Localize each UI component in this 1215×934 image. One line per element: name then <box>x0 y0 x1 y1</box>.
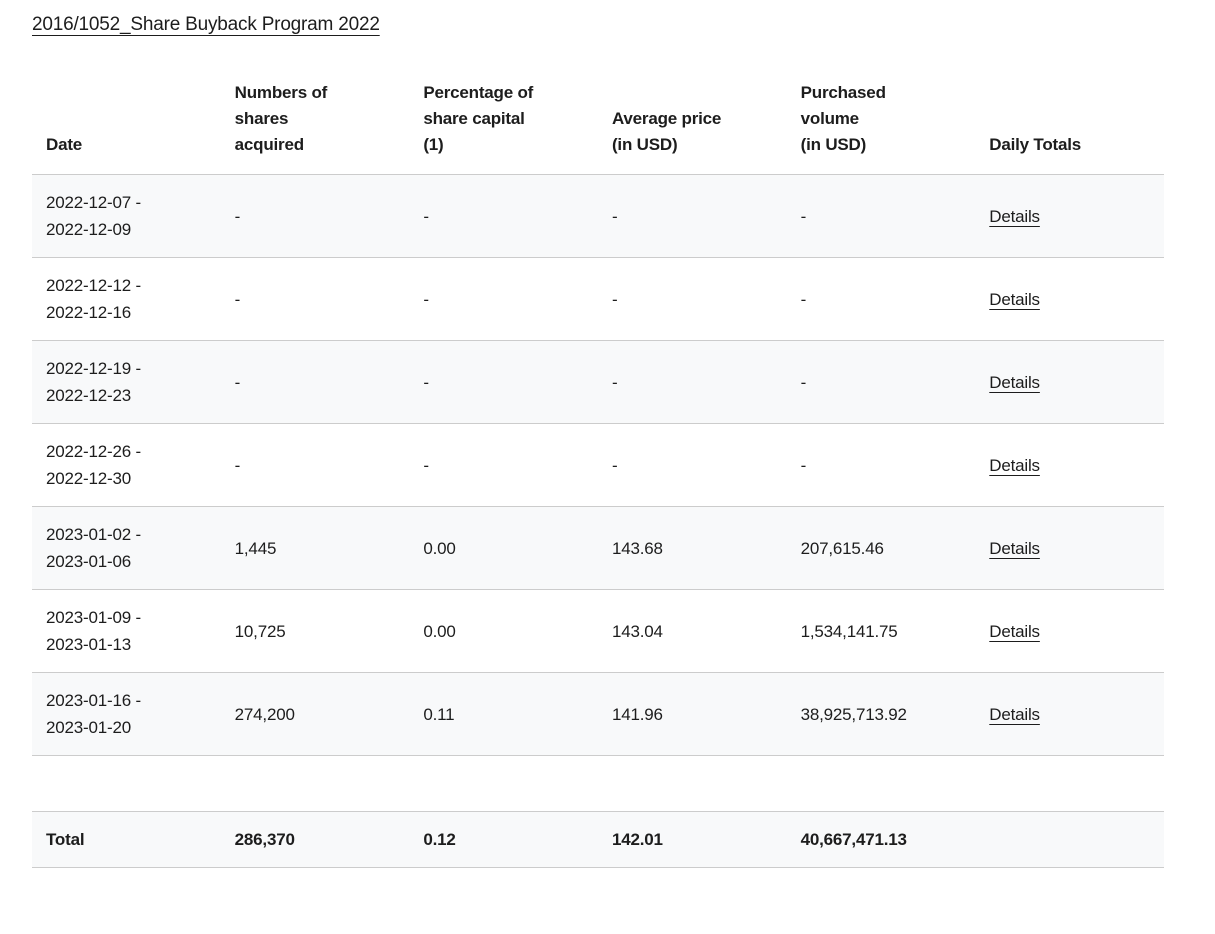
table-gap <box>32 755 1164 812</box>
header-row: Date Numbers of shares acquired Percenta… <box>32 80 1164 175</box>
table-row: 2023-01-16 - 2023-01-20 274,200 0.11 141… <box>32 672 1164 756</box>
avg-price-value: - <box>597 257 787 341</box>
shares-value: - <box>220 257 410 341</box>
total-daily-totals-cell <box>975 811 1164 868</box>
column-header-percentage: Percentage of share capital (1) <box>423 83 534 154</box>
date-range: 2022-12-26 - 2022-12-30 <box>32 423 221 507</box>
table-row: 2023-01-02 - 2023-01-06 1,445 0.00 143.6… <box>32 506 1164 590</box>
date-range: 2023-01-02 - 2023-01-06 <box>32 506 221 590</box>
daily-totals-cell: Details <box>975 506 1164 590</box>
date-range: 2022-12-19 - 2022-12-23 <box>32 340 221 424</box>
percentage-value: - <box>409 174 598 258</box>
avg-price-value: 141.96 <box>597 672 787 756</box>
daily-totals-cell: Details <box>975 174 1164 258</box>
total-label: Total <box>32 811 221 868</box>
daily-totals-cell: Details <box>975 423 1164 507</box>
avg-price-value: - <box>597 174 787 258</box>
buyback-table: Date Numbers of shares acquired Percenta… <box>32 80 1164 868</box>
daily-totals-cell: Details <box>975 257 1164 341</box>
avg-price-value: - <box>597 423 787 507</box>
details-link[interactable]: Details <box>989 372 1040 392</box>
volume-value: - <box>786 257 976 341</box>
percentage-value: - <box>409 257 598 341</box>
column-header-shares: Numbers of shares acquired <box>234 83 328 154</box>
volume-value: 207,615.46 <box>786 506 976 590</box>
shares-value: - <box>220 174 410 258</box>
date-range: 2023-01-09 - 2023-01-13 <box>32 589 221 673</box>
date-range: 2022-12-07 - 2022-12-09 <box>32 174 221 258</box>
table-row: 2022-12-26 - 2022-12-30 - - - - Details <box>32 423 1164 507</box>
avg-price-value: 143.04 <box>597 589 787 673</box>
table-row: 2022-12-12 - 2022-12-16 - - - - Details <box>32 257 1164 341</box>
volume-value: - <box>786 423 976 507</box>
details-link[interactable]: Details <box>989 455 1040 475</box>
details-link[interactable]: Details <box>989 206 1040 226</box>
table-header: Date Numbers of shares acquired Percenta… <box>32 80 1164 175</box>
percentage-value: 0.00 <box>409 506 598 590</box>
total-row: Total 286,370 0.12 142.01 40,667,471.13 <box>32 811 1164 868</box>
details-link[interactable]: Details <box>989 289 1040 309</box>
total-percentage-value: 0.12 <box>409 811 598 868</box>
details-link[interactable]: Details <box>989 621 1040 641</box>
percentage-value: 0.11 <box>409 672 598 756</box>
percentage-value: 0.00 <box>409 589 598 673</box>
daily-totals-cell: Details <box>975 589 1164 673</box>
total-avg-price-value: 142.01 <box>597 811 787 868</box>
percentage-value: - <box>409 340 598 424</box>
shares-value: 274,200 <box>220 672 410 756</box>
details-link[interactable]: Details <box>989 704 1040 724</box>
total-volume-value: 40,667,471.13 <box>786 811 976 868</box>
shares-value: 1,445 <box>220 506 410 590</box>
volume-value: 1,534,141.75 <box>786 589 976 673</box>
date-range: 2022-12-12 - 2022-12-16 <box>32 257 221 341</box>
daily-totals-cell: Details <box>975 340 1164 424</box>
column-header-volume: Purchased volume (in USD) <box>800 83 886 154</box>
volume-value: 38,925,713.92 <box>786 672 976 756</box>
avg-price-value: 143.68 <box>597 506 787 590</box>
table-row: 2023-01-09 - 2023-01-13 10,725 0.00 143.… <box>32 589 1164 673</box>
volume-value: - <box>786 174 976 258</box>
report-title-link[interactable]: 2016/1052_Share Buyback Program 2022 <box>32 14 380 35</box>
shares-value: - <box>220 340 410 424</box>
avg-price-value: - <box>597 340 787 424</box>
column-header-date: Date <box>46 135 83 154</box>
shares-value: 10,725 <box>220 589 410 673</box>
table-row: 2022-12-19 - 2022-12-23 - - - - Details <box>32 340 1164 424</box>
total-shares-value: 286,370 <box>220 811 410 868</box>
percentage-value: - <box>409 423 598 507</box>
shares-value: - <box>220 423 410 507</box>
daily-totals-cell: Details <box>975 672 1164 756</box>
details-link[interactable]: Details <box>989 538 1040 558</box>
column-header-daily-totals: Daily Totals <box>989 135 1082 154</box>
column-header-avg-price: Average price (in USD) <box>611 109 722 154</box>
date-range: 2023-01-16 - 2023-01-20 <box>32 672 221 756</box>
volume-value: - <box>786 340 976 424</box>
table-row: 2022-12-07 - 2022-12-09 - - - - Details <box>32 174 1164 258</box>
